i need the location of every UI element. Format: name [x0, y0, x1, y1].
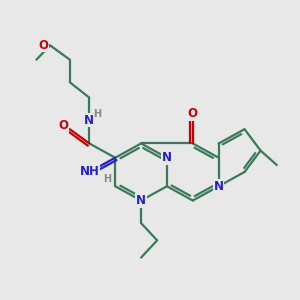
Text: H: H	[103, 173, 111, 184]
Text: O: O	[38, 39, 48, 52]
Text: N: N	[162, 151, 172, 164]
Text: N: N	[136, 194, 146, 207]
Text: N: N	[214, 180, 224, 193]
Text: N: N	[84, 114, 94, 127]
Text: NH: NH	[80, 166, 99, 178]
Text: O: O	[58, 119, 68, 132]
Text: H: H	[93, 109, 101, 119]
Text: O: O	[188, 107, 198, 120]
